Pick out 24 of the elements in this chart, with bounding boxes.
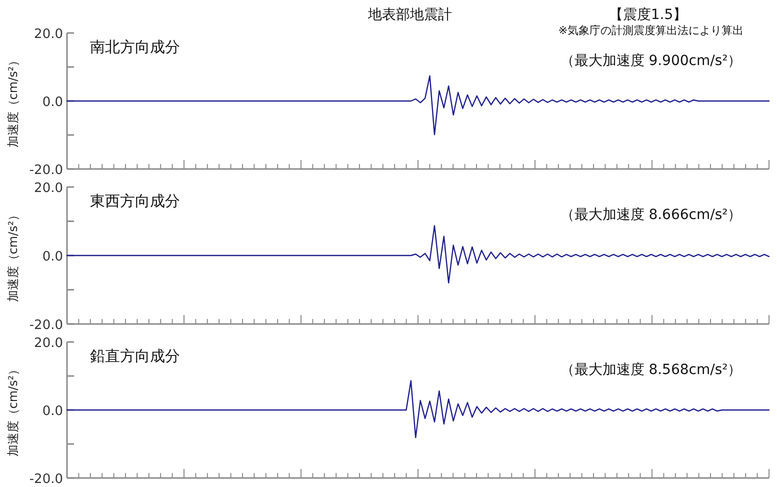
y-tick-label: 0.0	[42, 250, 63, 264]
text: 【震度1.5】	[608, 7, 688, 23]
y-axis-title: 加速度（cm/s²）	[6, 208, 20, 302]
chart-title: 東西方向成分	[90, 192, 180, 210]
y-axis-title: 加速度（cm/s²）	[6, 363, 20, 457]
y-tick-label: 0.0	[42, 404, 63, 419]
annotation: （最大加速度 8.666cm/s²）	[560, 207, 742, 223]
y-axis-title: 加速度（cm/s²）	[6, 54, 20, 148]
text: 地表部地震計	[367, 7, 452, 23]
annotation: （最大加速度 8.568cm/s²）	[560, 362, 742, 378]
line-series	[66, 225, 770, 284]
y-tick-label: 20.0	[34, 181, 63, 196]
y-tick-label: 20.0	[34, 27, 63, 42]
y-tick-label: 0.0	[42, 95, 63, 110]
line-series	[66, 380, 770, 438]
y-tick-label: -20.0	[29, 318, 63, 333]
annotation: （最大加速度 9.900cm/s²）	[560, 53, 742, 69]
line-series	[66, 75, 770, 136]
chart-title: 南北方向成分	[90, 38, 180, 56]
annotation: ※気象庁の計測震度算出法により算出	[558, 24, 744, 37]
y-tick-label: -20.0	[29, 163, 63, 178]
chart-title: 鉛直方向成分	[90, 347, 180, 365]
y-tick-label: -20.0	[29, 472, 63, 487]
y-tick-label: 20.0	[34, 336, 63, 351]
